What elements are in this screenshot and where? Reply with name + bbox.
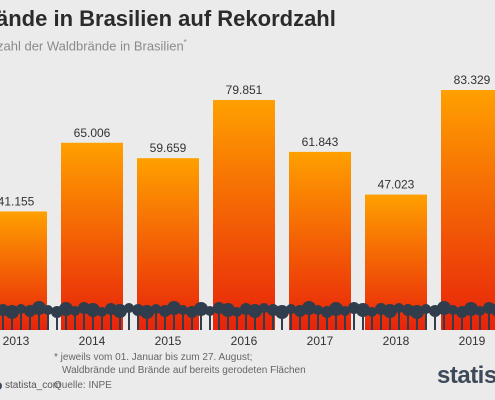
category-label-2016: 2016 xyxy=(231,334,258,345)
statista-logo: statista xyxy=(437,362,495,389)
bar-chart: 41.155 2013 65.006 2014 59.659 2015 79.851 2016… xyxy=(0,73,495,345)
subtitle-text: zahl der Waldbrände in Brasilien xyxy=(0,38,184,54)
value-label-2013: 41.155 xyxy=(0,194,35,208)
bar-2014 xyxy=(61,142,123,330)
social-handle[interactable]: statista_com xyxy=(0,380,61,391)
social-handle-text: statista_com xyxy=(5,380,62,391)
category-label-2018: 2018 xyxy=(383,334,410,345)
value-label-2015: 59.659 xyxy=(150,141,187,155)
category-label-2014: 2014 xyxy=(79,334,106,345)
social-icon xyxy=(0,381,2,390)
category-label-2015: 2015 xyxy=(155,334,182,345)
subtitle-marker: * xyxy=(183,38,187,47)
chart-subtitle: zahl der Waldbrände in Brasilien* xyxy=(0,38,187,53)
value-label-2019: 83.329 xyxy=(454,73,491,87)
bar-2016 xyxy=(213,100,275,331)
footnote-line-2: Waldbrände und Brände auf bereits gerode… xyxy=(62,365,306,376)
category-label-2019: 2019 xyxy=(459,334,486,345)
value-label-2017: 61.843 xyxy=(302,135,339,149)
footnote: * jeweils vom 01. Januar bis zum 27. Aug… xyxy=(54,351,306,377)
tree-silhouettes xyxy=(0,301,495,330)
bar-2015 xyxy=(137,158,199,330)
chart-title: ände in Brasilien auf Rekordzahl xyxy=(0,6,336,31)
bar-2017 xyxy=(289,151,351,330)
category-label-2013: 2013 xyxy=(3,334,30,345)
category-label-2017: 2017 xyxy=(307,334,334,345)
value-label-2016: 79.851 xyxy=(226,83,263,97)
bar-2019 xyxy=(441,90,495,330)
source-note: Quelle: INPE xyxy=(54,380,112,391)
value-label-2014: 65.006 xyxy=(74,126,111,140)
footnote-line-1: * jeweils vom 01. Januar bis zum 27. Aug… xyxy=(54,352,253,363)
value-label-2018: 47.023 xyxy=(378,178,415,192)
